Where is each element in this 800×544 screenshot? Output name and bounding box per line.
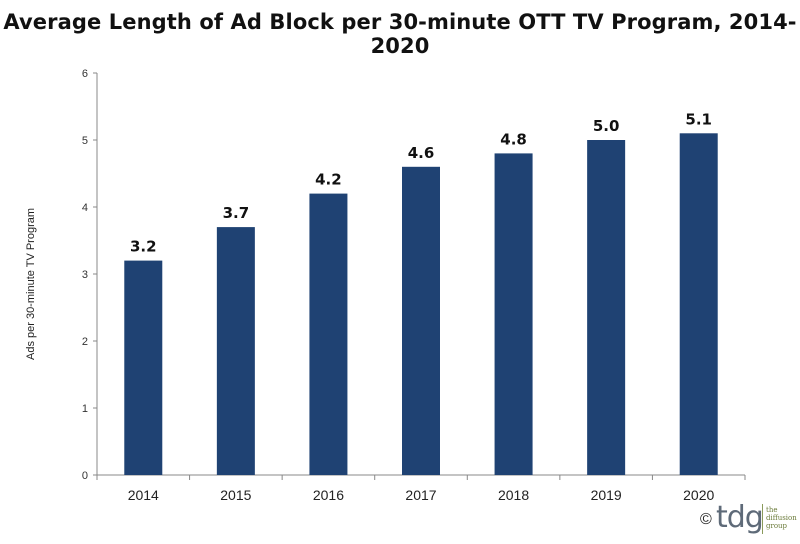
data-label: 4.2 bbox=[315, 171, 342, 189]
bar bbox=[679, 133, 718, 476]
data-label: 4.8 bbox=[500, 130, 527, 148]
logo-tagline: the diffusion group bbox=[766, 506, 797, 530]
y-tick-label: 1 bbox=[82, 403, 88, 415]
copyright-symbol: © bbox=[700, 511, 712, 528]
y-tick-label: 2 bbox=[82, 336, 88, 348]
bar bbox=[587, 140, 626, 475]
y-axis-label: Ads per 30-minute TV Program bbox=[25, 208, 37, 360]
data-label: 4.6 bbox=[408, 144, 435, 162]
logo-tagline-line: group bbox=[766, 522, 788, 530]
data-label: 3.7 bbox=[223, 204, 250, 222]
bar bbox=[402, 166, 440, 476]
logo-tagline-line: diffusion bbox=[766, 514, 797, 522]
x-tick-label: 2014 bbox=[128, 487, 159, 503]
data-label: 5.1 bbox=[685, 110, 712, 128]
data-label: 3.2 bbox=[130, 238, 157, 256]
y-tick-label: 5 bbox=[82, 135, 88, 147]
bar bbox=[309, 193, 348, 475]
x-tick-label: 2017 bbox=[405, 487, 436, 503]
chart-title: Average Length of Ad Block per 30-minute… bbox=[3, 10, 797, 58]
x-tick-label: 2020 bbox=[683, 487, 714, 503]
x-tick-label: 2016 bbox=[313, 487, 344, 503]
bar-series bbox=[124, 133, 718, 476]
y-tick-label: 4 bbox=[82, 202, 88, 214]
logo-divider bbox=[762, 504, 763, 534]
y-axis: 0 1 2 3 4 5 6 bbox=[82, 68, 98, 482]
x-tick-label: 2018 bbox=[498, 487, 529, 503]
y-tick-label: 3 bbox=[82, 269, 88, 281]
x-tick-label: 2019 bbox=[591, 487, 622, 503]
bar bbox=[124, 260, 163, 475]
brand-logo: © tdg the diffusion group bbox=[700, 500, 797, 540]
data-labels: 3.2 3.7 4.2 4.6 4.8 5.0 5.1 bbox=[130, 110, 712, 255]
bar bbox=[494, 153, 533, 475]
logo-tagline-line: the bbox=[766, 506, 778, 514]
y-tick-label: 0 bbox=[82, 470, 88, 482]
bar bbox=[216, 227, 255, 475]
y-tick-label: 6 bbox=[82, 68, 88, 80]
logo-text: tdg bbox=[716, 500, 764, 535]
x-tick-label: 2015 bbox=[220, 487, 251, 503]
data-label: 5.0 bbox=[593, 117, 620, 135]
x-axis: 2014 2015 2016 2017 2018 2019 2020 bbox=[96, 474, 746, 503]
